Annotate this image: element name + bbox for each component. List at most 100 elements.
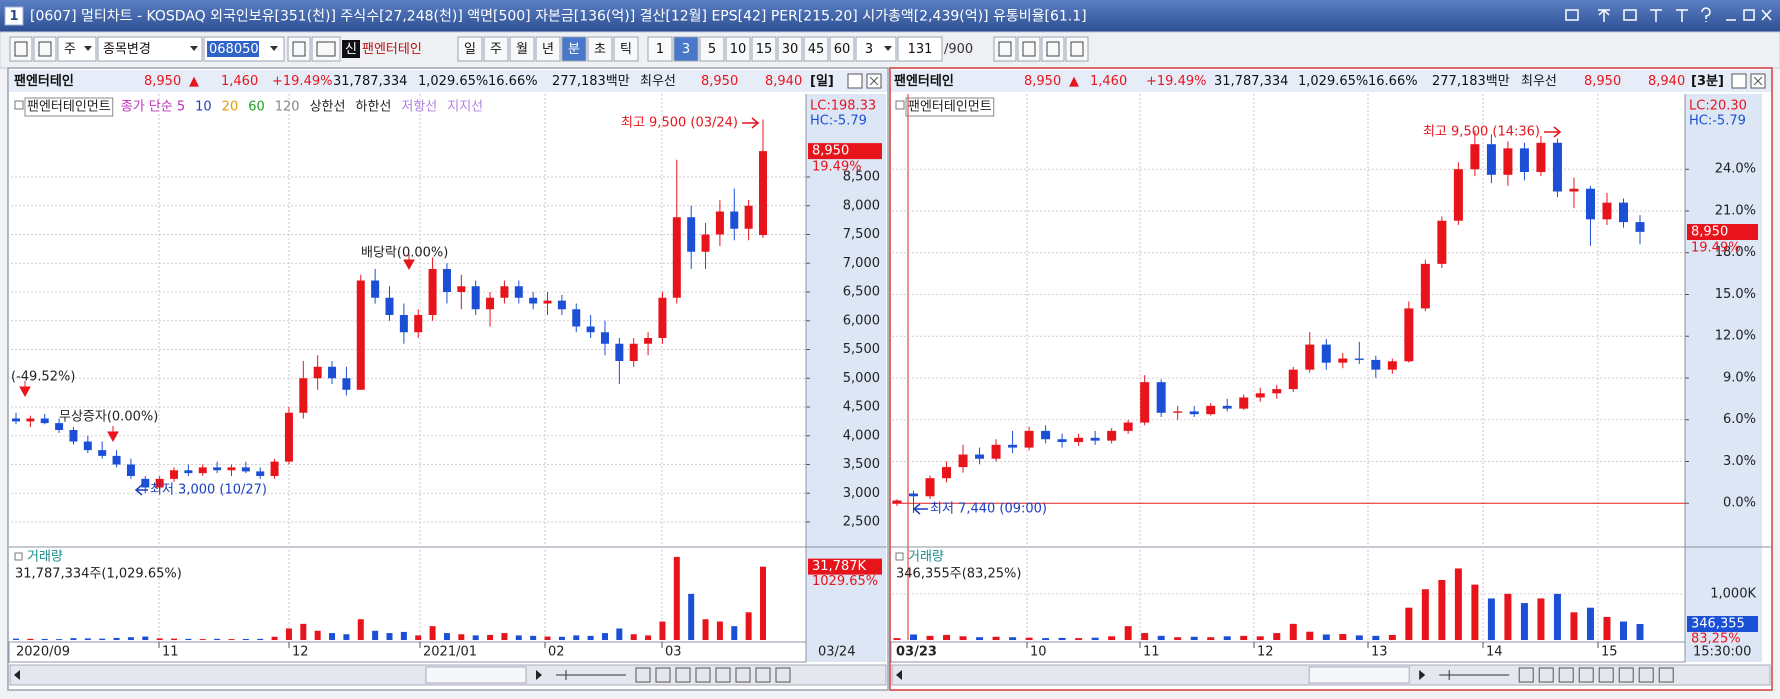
period-button[interactable] (561, 36, 587, 62)
interval-button[interactable] (803, 36, 829, 62)
candle-body (126, 464, 135, 476)
window-control[interactable] (1650, 9, 1662, 22)
chart-tool[interactable] (635, 667, 651, 683)
chart-tool[interactable] (1518, 667, 1534, 683)
candle-body (1618, 202, 1628, 223)
volume-bar (27, 638, 34, 640)
toolbar-button[interactable] (1017, 36, 1041, 62)
volume-bar (300, 623, 307, 640)
search-button[interactable] (287, 36, 311, 62)
toolbar-button-glyph (38, 41, 52, 57)
volume-bar (415, 635, 422, 640)
info-volume-ratio: 1,029.65% (1298, 74, 1368, 89)
toolbar-button[interactable] (1041, 36, 1065, 62)
period-button[interactable] (509, 36, 535, 62)
window-control[interactable] (1676, 9, 1688, 22)
window-control[interactable] (1761, 9, 1772, 21)
info-turnover: 16.66% (488, 74, 538, 89)
interval-button[interactable] (751, 36, 777, 62)
annotation: 배당락(0.00%) (361, 246, 448, 261)
chart-tool[interactable] (1538, 667, 1554, 683)
info-volume: 31,787,334 (333, 74, 407, 89)
panel-button[interactable] (1731, 73, 1747, 89)
toolbar-button[interactable] (33, 36, 57, 62)
panel-button[interactable] (1750, 73, 1766, 89)
zoom-slider[interactable] (556, 670, 626, 680)
scroll-right[interactable] (1419, 670, 1426, 680)
info-volume: 31,787,334 (1214, 74, 1288, 89)
market-select[interactable] (57, 36, 97, 62)
count-input[interactable] (897, 36, 943, 62)
candle-body (925, 478, 935, 497)
candle-body (385, 297, 394, 315)
volume-bar (70, 638, 77, 640)
chart-tool[interactable] (1618, 667, 1634, 683)
chart-tool[interactable] (735, 667, 751, 683)
volume-bar (372, 630, 379, 640)
candle-body (1354, 358, 1364, 360)
scroll-left[interactable] (14, 670, 20, 680)
chart-tool[interactable] (1638, 667, 1654, 683)
toolbar-button[interactable] (1065, 36, 1089, 62)
toolbar-button[interactable] (993, 36, 1017, 62)
interval-button[interactable] (647, 36, 673, 62)
period-button[interactable] (535, 36, 561, 62)
chart-tool[interactable] (1578, 667, 1594, 683)
candle-body (299, 378, 308, 413)
candle-body (1453, 169, 1463, 221)
candle-body (83, 441, 92, 451)
volume-bar (1471, 584, 1479, 640)
scroll-thumb[interactable] (1308, 666, 1410, 684)
chart-tool[interactable] (1598, 667, 1614, 683)
period-button[interactable] (457, 36, 483, 62)
chart-tool[interactable] (695, 667, 711, 683)
window-control[interactable] (1623, 9, 1637, 21)
axis-strip (1685, 94, 1762, 662)
chart-tool[interactable] (1558, 667, 1574, 683)
window-control[interactable] (1598, 8, 1610, 22)
panel-button[interactable] (866, 73, 882, 89)
window-control[interactable] (1565, 9, 1579, 21)
y-tick-label: 18.0% (1715, 245, 1756, 260)
candle-body (1189, 411, 1199, 415)
chart-tool[interactable] (775, 667, 791, 683)
interval-button[interactable] (777, 36, 803, 62)
candle-body (414, 315, 423, 333)
chart-tool[interactable] (1658, 667, 1674, 683)
volume-bar (1091, 637, 1099, 640)
window-controls[interactable] (1565, 7, 1772, 22)
chart-tool[interactable] (755, 667, 771, 683)
sound-button[interactable] (311, 36, 341, 62)
scroll-left[interactable] (896, 670, 902, 680)
interval-button[interactable] (699, 36, 725, 62)
stock-change-select[interactable] (97, 36, 203, 62)
period-button[interactable] (483, 36, 509, 62)
candle-body (975, 454, 985, 459)
window-control[interactable] (1743, 9, 1755, 21)
chart-tool[interactable] (675, 667, 691, 683)
window-control[interactable] (1701, 7, 1711, 22)
last-volume-rate: 1029.65% (812, 574, 878, 589)
scroll-right[interactable] (536, 670, 542, 680)
panel-button[interactable] (847, 73, 863, 89)
candle-body (1519, 148, 1529, 173)
period-button[interactable] (613, 36, 639, 62)
count-input-label: 131 (908, 42, 933, 57)
volume-bar (1405, 607, 1413, 640)
chart-tool[interactable] (715, 667, 731, 683)
unit-select[interactable] (855, 36, 897, 62)
zoom-slider[interactable] (1439, 670, 1510, 680)
volume-bar (357, 619, 364, 640)
interval-button[interactable] (725, 36, 751, 62)
interval-button[interactable] (673, 36, 699, 62)
volume-bar (214, 638, 221, 640)
interval-button[interactable] (829, 36, 855, 62)
annotation: 최저 7,440 (09:00) (930, 502, 1047, 517)
info-name: 팬엔터테인 (894, 73, 954, 89)
chart-tool[interactable] (655, 667, 671, 683)
toolbar-button[interactable] (9, 36, 33, 62)
scroll-thumb[interactable] (425, 666, 527, 684)
x-tick-label: 03/24 (818, 645, 855, 660)
period-button[interactable] (587, 36, 613, 62)
candle-body (909, 493, 919, 497)
